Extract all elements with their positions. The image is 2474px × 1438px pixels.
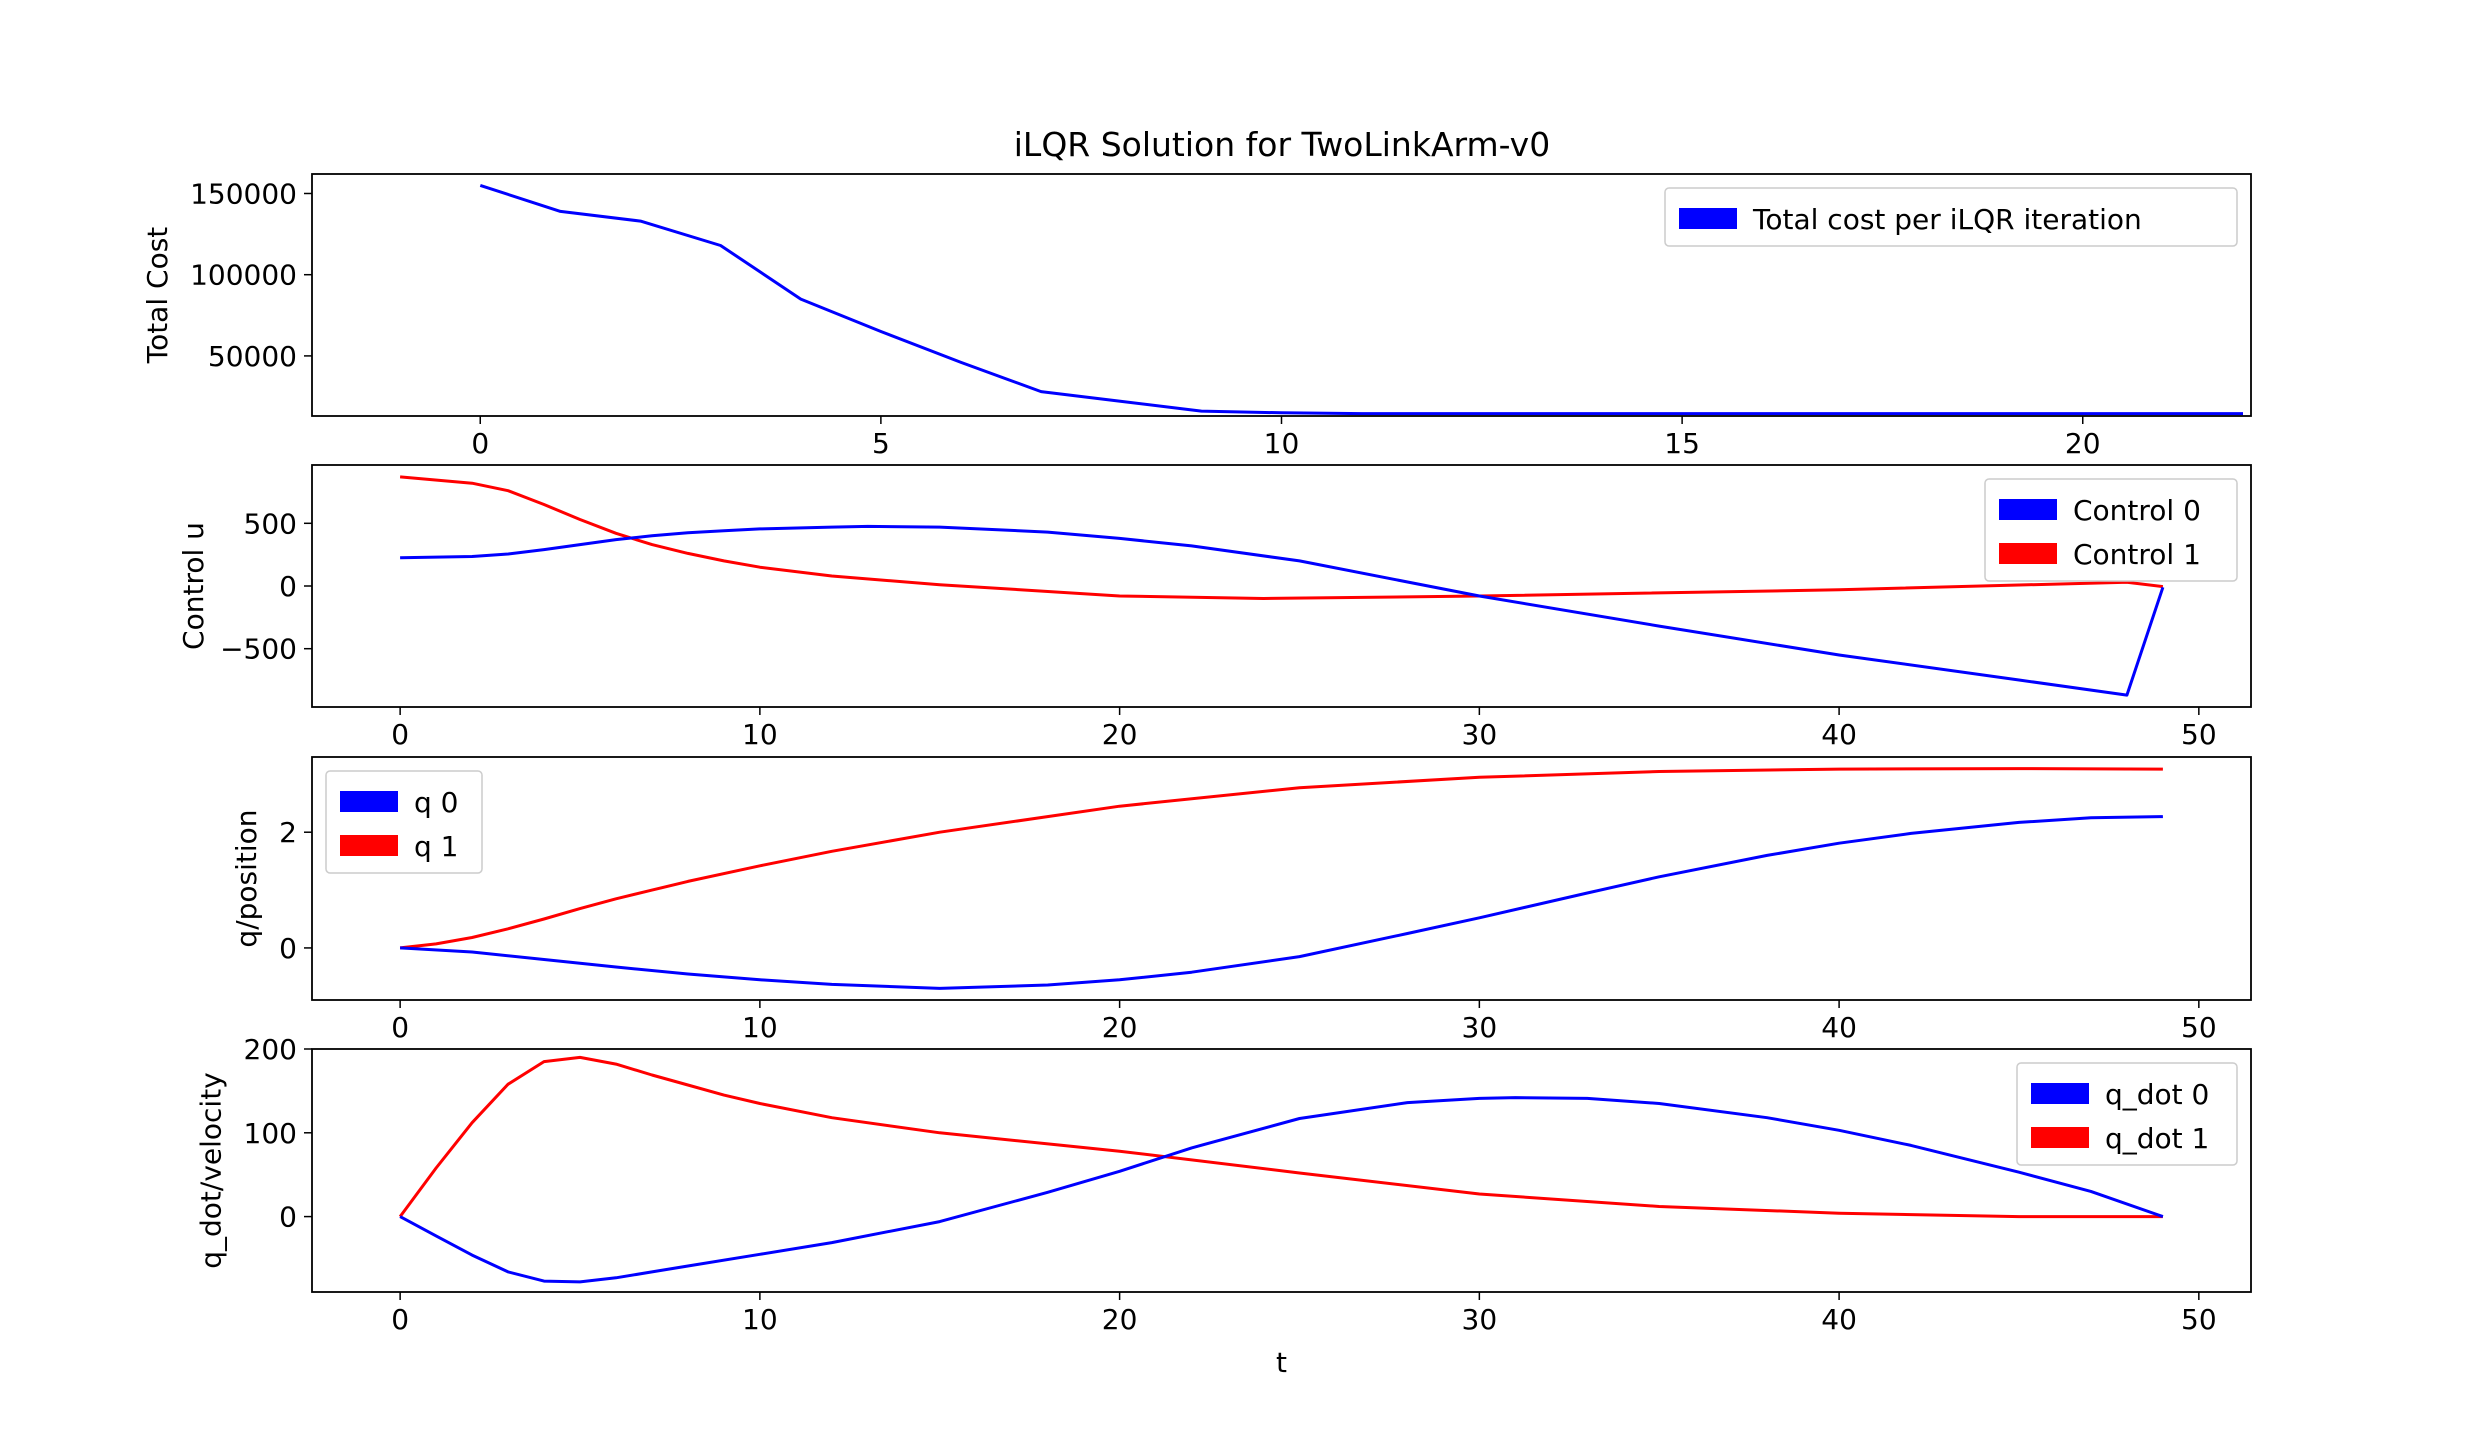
legend-swatch-q-1: [340, 835, 398, 856]
x-tick-label: 50: [2181, 718, 2217, 751]
total-cost-panel: 0 5 10 15 20 50000 100000 150000 Total Cost Total…: [141, 173, 2252, 460]
x-tick-label: 15: [1664, 427, 1700, 460]
legend-box: [1664, 187, 2238, 247]
x-tick-label: 5: [872, 427, 890, 460]
x-tick-label: 0: [391, 1011, 409, 1044]
y-tick-label: 0: [279, 932, 297, 965]
y-tick-label: 200: [244, 1033, 297, 1066]
legend-label-q-dot-0: q_dot 0: [2105, 1078, 2209, 1111]
axes-frame: [311, 1048, 2252, 1293]
y-axis-label: Control u: [177, 522, 210, 650]
series-line-q-dot-1: [398, 1055, 2163, 1219]
x-tick-label: 20: [1102, 1303, 1138, 1336]
y-tick-label: 2: [279, 816, 297, 849]
legend-label-control-1: Control 1: [2073, 538, 2201, 571]
x-tick-label: 50: [2181, 1303, 2217, 1336]
x-tick-label: 0: [391, 1303, 409, 1336]
x-axis-label: t: [1276, 1346, 1287, 1379]
x-tick-label: 30: [1462, 718, 1498, 751]
legend-label-control-0: Control 0: [2073, 494, 2201, 527]
legend: q 0q 1: [325, 770, 483, 874]
x-tick-label: 40: [1821, 1303, 1857, 1336]
x-tick-label: 20: [2065, 427, 2101, 460]
legend-label-q-1: q 1: [414, 830, 459, 863]
legend: Control 0 Control 1: [1984, 478, 2238, 582]
y-tick-label: −500: [220, 633, 297, 666]
legend-swatch-q-dot-1: [2031, 1127, 2089, 1148]
x-tick-label: 50: [2181, 1011, 2217, 1044]
legend-swatch-control-1: [1999, 543, 2057, 564]
series-line-total-cost-per-ilqr-iteration: [479, 183, 2243, 416]
x-tick-label: 10: [742, 1011, 778, 1044]
x-tick-label: 10: [742, 1303, 778, 1336]
series-line-q-0: [400, 815, 2163, 990]
x-tick-label: 10: [1264, 427, 1300, 460]
series-line-q-dot-0: [399, 1096, 2164, 1284]
axes-frame: [311, 756, 2252, 1001]
x-tick-label: 20: [1102, 1011, 1138, 1044]
y-tick-label: 500: [244, 507, 297, 540]
y-tick-label: 0: [279, 570, 297, 603]
figure-title: iLQR Solution for TwoLinkArm-v0: [1014, 125, 1550, 164]
legend-label-total-cost-per-ilqr-iteration: Total cost per iLQR iteration: [1752, 203, 2142, 236]
y-axis-label: Total Cost: [141, 227, 174, 365]
legend-swatch-q-0: [340, 791, 398, 812]
legend-label-q-0: q 0: [414, 786, 459, 819]
x-tick-label: 0: [391, 718, 409, 751]
legend: q_dot 0 q_dot 1: [2016, 1062, 2238, 1166]
x-tick-label: 20: [1102, 718, 1138, 751]
y-tick-label: 50000: [208, 340, 297, 373]
y-tick-label: 150000: [190, 177, 297, 210]
legend-swatch-q-dot-0: [2031, 1083, 2089, 1104]
legend: Total cost per iLQR iteration: [1664, 187, 2238, 247]
x-tick-label: 30: [1462, 1011, 1498, 1044]
y-tick-label: 0: [279, 1201, 297, 1234]
series-line-control-1: [399, 475, 2164, 600]
legend-label-q-dot-1: q_dot 1: [2105, 1122, 2209, 1155]
y-tick-label: 100: [244, 1117, 297, 1150]
legend-box: [325, 770, 483, 874]
series-line-q-1: [399, 767, 2163, 950]
x-tick-label: 40: [1821, 718, 1857, 751]
x-tick-label: 30: [1462, 1303, 1498, 1336]
series-line-control-0: [400, 524, 2165, 697]
legend-swatch-control-0: [1999, 499, 2057, 520]
x-tick-label: 10: [742, 718, 778, 751]
legend-swatch-total-cost-per-ilqr-iteration: [1679, 208, 1737, 229]
x-tick-label: 40: [1821, 1011, 1857, 1044]
y-axis-label: q/position: [230, 809, 263, 947]
x-tick-label: 0: [471, 427, 489, 460]
y-axis-label: q_dot/velocity: [195, 1072, 228, 1269]
y-tick-label: 100000: [190, 259, 297, 292]
